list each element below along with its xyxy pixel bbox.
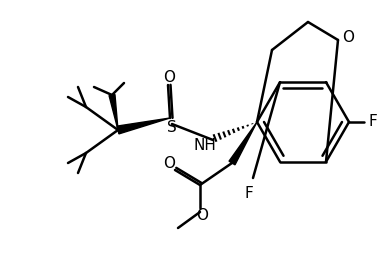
Text: F: F [369,114,377,130]
Text: NH: NH [194,139,216,153]
Polygon shape [109,95,118,130]
Text: O: O [163,70,175,86]
Text: F: F [245,186,253,201]
Polygon shape [229,122,257,165]
Polygon shape [117,118,170,134]
Text: O: O [196,207,208,223]
Text: S: S [167,121,177,135]
Text: O: O [342,30,354,46]
Text: O: O [163,157,175,171]
